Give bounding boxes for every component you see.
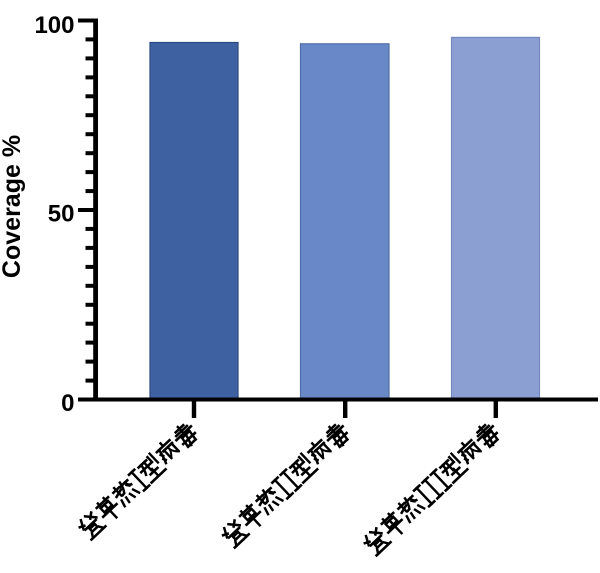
svg-text:Coverage %: Coverage % [0,135,26,278]
svg-text:0: 0 [61,390,74,417]
svg-text:100: 100 [34,12,74,39]
svg-text:50: 50 [48,201,75,228]
